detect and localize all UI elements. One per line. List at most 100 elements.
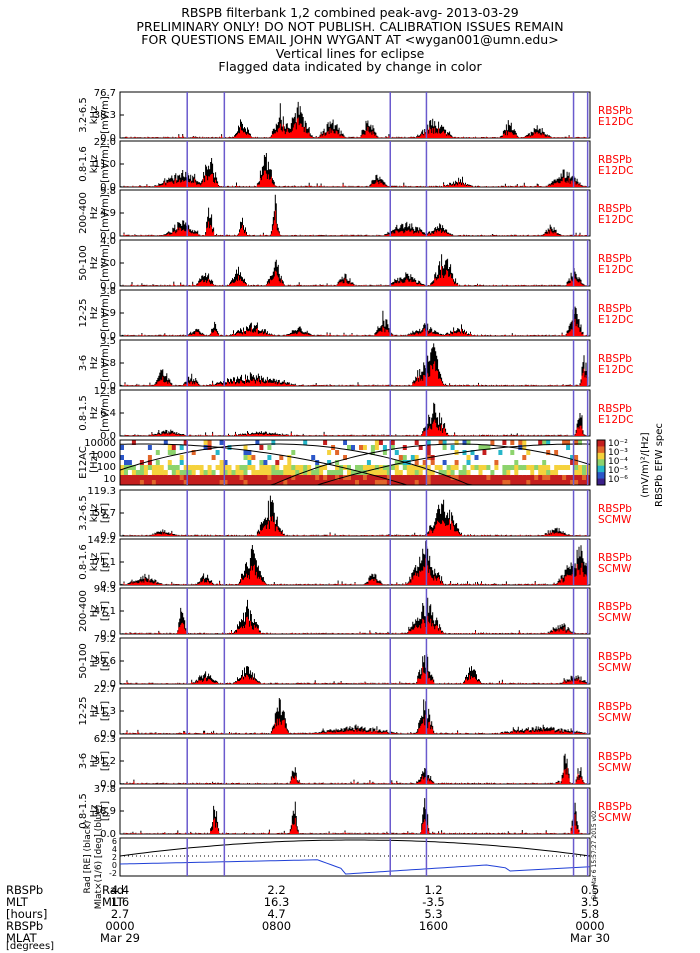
ytick-label: 3.5 (100, 336, 116, 347)
spectrogram-cell (203, 445, 209, 451)
spectrogram-cell (327, 480, 332, 486)
spectrogram-cell (422, 475, 428, 481)
ylabel: Hz (89, 655, 100, 668)
spectrogram-cell (247, 475, 252, 481)
spectrogram-cell (227, 455, 232, 461)
spectrogram-cell (131, 475, 137, 481)
ytick-label: 22.0 (94, 137, 116, 148)
spectrogram-cell (522, 455, 527, 461)
spectrogram-cell (474, 460, 479, 466)
spectrogram-cell (566, 450, 571, 456)
spectrogram-cell (191, 480, 197, 486)
spectrogram-cell (562, 440, 567, 446)
spectrogram-cell (558, 480, 563, 486)
spectrogram-cell (267, 475, 272, 481)
spectrogram-cell (550, 445, 555, 451)
spectrogram-cell (203, 450, 209, 456)
spectrogram-cell (128, 470, 133, 476)
spectrogram-cell (458, 475, 464, 481)
ytick-label: 11.0 (94, 159, 116, 170)
ytick-label: 62.3 (94, 734, 116, 745)
panel-13 (119, 787, 591, 835)
spectrogram-cell (410, 480, 416, 486)
spectrogram-cell (139, 470, 145, 476)
spectrogram-cell (227, 475, 232, 481)
panel-3 (119, 239, 591, 287)
spectrogram-cell (251, 480, 256, 486)
ylabel: 12-25 (78, 298, 89, 327)
ytick-label: 12.8 (94, 386, 116, 397)
spectrogram-cell (470, 440, 475, 446)
spectrogram-cell (466, 470, 471, 476)
spectrogram-cell (386, 475, 392, 481)
spectrogram-cell (498, 480, 503, 486)
spectrogram-cell (251, 470, 256, 476)
spectrogram-cell (283, 470, 288, 476)
spectrogram-cell (187, 450, 193, 456)
spectrogram-cell (402, 450, 408, 456)
spectrogram-cell (191, 440, 197, 446)
spectrogram-cell (128, 480, 133, 486)
spectrogram-cell (438, 460, 444, 466)
spectrogram-cell (434, 440, 440, 446)
spectrogram-cell (283, 450, 288, 456)
spectrogram-cell (434, 460, 440, 466)
spectrogram-cell (402, 475, 408, 481)
ylabel: [pT] (100, 801, 111, 821)
spectrogram-cell (470, 475, 475, 481)
spectrogram-cell (390, 480, 396, 486)
spectrogram-cell (378, 470, 384, 476)
spectrogram-cell (514, 450, 519, 456)
spectrogram-cell (139, 450, 145, 456)
spectrogram-cell (466, 445, 471, 451)
ytick-label: 0.0 (100, 629, 116, 640)
spectrogram-cell (263, 465, 268, 471)
spectrogram-cell (558, 440, 563, 446)
spectrogram-cell (135, 470, 141, 476)
spectrogram-cell (450, 455, 456, 461)
spectrogram-cell (522, 465, 527, 471)
spectrogram-cell (366, 475, 372, 481)
spectrogram-cell (478, 445, 483, 451)
spectrogram-cell (434, 465, 440, 471)
spectrogram-cell (454, 455, 460, 461)
spectrogram-cell (562, 460, 567, 466)
spectrogram-tick: 1000 (91, 450, 116, 461)
colorbar-swatch (597, 465, 605, 473)
spectrogram-cell (335, 470, 340, 476)
ylabel: [mV/m] (100, 344, 111, 382)
spectrogram-cell (438, 440, 444, 446)
spectrogram-cell (426, 475, 432, 481)
spectrogram-cell (215, 475, 221, 481)
spectrogram-cell (139, 440, 145, 446)
spectrogram-cell (335, 480, 340, 486)
spectrogram-cell (227, 465, 232, 471)
spectrogram-cell (155, 455, 161, 461)
spectrogram-cell (550, 440, 555, 446)
spectrogram-cell (303, 475, 308, 481)
sensor-label: E12DC (598, 364, 633, 376)
spectrogram-cell (219, 480, 225, 486)
spectrogram-cell (120, 475, 125, 481)
spectrogram-cell (167, 445, 173, 451)
spectrogram-cell (450, 465, 456, 471)
spectrogram-cell (398, 440, 404, 446)
spectrogram-cell (223, 455, 229, 461)
spectrogram-cell (223, 480, 229, 486)
spectrogram-cell (470, 480, 475, 486)
spectrogram-cell (343, 470, 348, 476)
spectrogram-cell (339, 470, 344, 476)
spectrogram-cell (566, 460, 571, 466)
spectrogram-cell (179, 465, 185, 471)
ylabel: Hz (89, 755, 100, 768)
spectrogram-cell (474, 440, 479, 446)
spectrogram-cell (414, 440, 420, 446)
spectrogram-cell (259, 440, 264, 446)
spectrogram-cell (211, 480, 217, 486)
ylabel: 0.8-1.5 (78, 793, 89, 828)
spectrogram-cell (239, 475, 244, 481)
spectrogram-cell (183, 480, 189, 486)
spectrogram-cell (390, 460, 396, 466)
spectrogram-cell (542, 475, 547, 481)
spectrogram-cell (231, 460, 236, 466)
